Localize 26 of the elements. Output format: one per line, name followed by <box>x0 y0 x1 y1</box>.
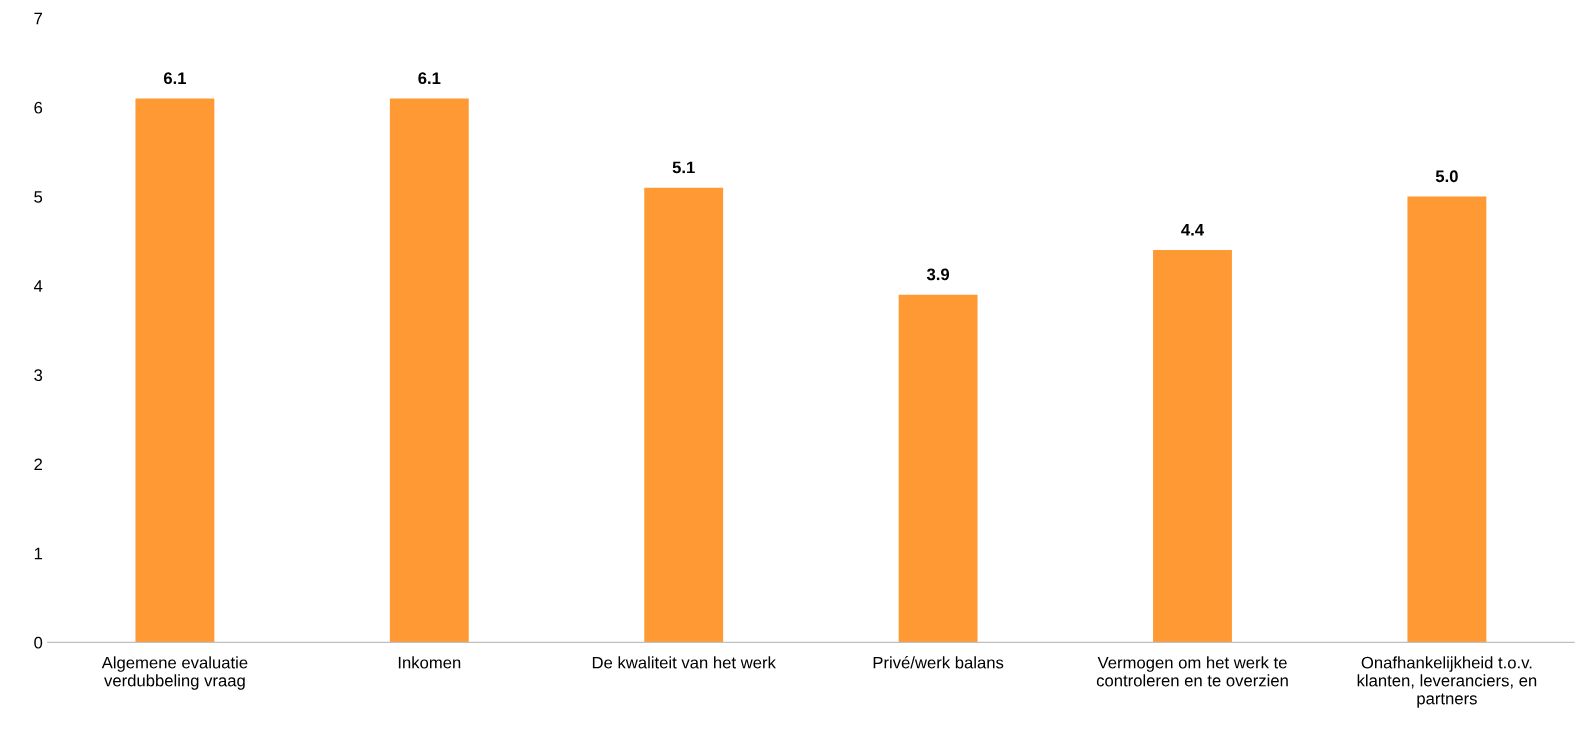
data-label: 5.0 <box>1435 170 1458 183</box>
y-tick-label: 1 <box>34 547 43 560</box>
y-tick-label: 2 <box>34 458 42 471</box>
x-tick-label: Inkomen <box>398 656 461 669</box>
y-tick-label: 6 <box>34 101 43 114</box>
y-tick-label: 4 <box>33 280 43 292</box>
x-tick-label: Algemene evaluatie verdubbeling vraag <box>101 656 248 690</box>
data-label: 3.9 <box>926 268 950 281</box>
bar <box>1407 196 1487 643</box>
y-tick-label: 3 <box>34 369 43 382</box>
bar <box>1153 250 1232 643</box>
y-tick-label: 0 <box>34 636 43 649</box>
data-label: 6.1 <box>163 72 187 85</box>
data-label: 6.1 <box>418 72 441 85</box>
x-tick-label: Privé/werk balans <box>873 656 1004 669</box>
data-label: 5.1 <box>672 161 695 174</box>
y-tick-label: 5 <box>34 191 43 203</box>
bar <box>644 187 724 643</box>
bar <box>389 98 469 643</box>
x-tick-label: De kwaliteit van het werk <box>592 656 776 669</box>
bar <box>135 98 215 643</box>
y-tick-label: 7 <box>34 12 42 25</box>
x-tick-label: Onafhankelijkheid t.o.v. klanten, leveranciers, en partners <box>1357 656 1537 708</box>
bar <box>898 294 978 643</box>
x-tick-label: Vermogen om het werk te controleren en te overzien <box>1096 656 1288 687</box>
data-label: 4.4 <box>1181 224 1204 236</box>
